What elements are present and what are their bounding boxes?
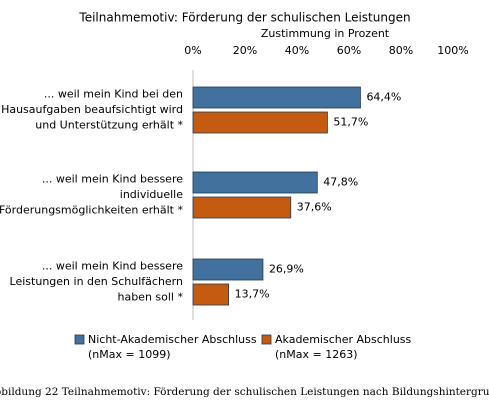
chart-title: Teilnahmemotiv: Förderung der schulische… xyxy=(78,11,410,25)
category-label: Leistungen in den Schulfächern xyxy=(10,275,183,288)
x-tick-label: 20% xyxy=(233,44,257,57)
value-label: 64,4% xyxy=(366,91,401,104)
legend-label: Nicht-Akademischer Abschluss xyxy=(88,333,257,346)
value-label: 13,7% xyxy=(235,288,270,301)
value-label: 47,8% xyxy=(323,176,358,189)
x-tick-label: 60% xyxy=(337,44,361,57)
bar xyxy=(192,86,361,109)
caption: Abbildung 22 Teilnahmemotiv: Förderung d… xyxy=(0,386,489,398)
legend-note: (nMax = 1263) xyxy=(275,348,358,361)
bar xyxy=(192,258,264,281)
bar xyxy=(192,196,292,219)
value-label: 51,7% xyxy=(333,116,368,129)
bar xyxy=(192,283,230,306)
category-label: und Unterstützung erhält * xyxy=(35,119,183,132)
x-tick-label: 0% xyxy=(184,44,201,57)
x-axis-label: Zustimmung in Prozent xyxy=(261,27,390,40)
value-label: 26,9% xyxy=(269,263,304,276)
legend-swatch xyxy=(261,334,272,345)
category-label: ... weil mein Kind bessere xyxy=(42,173,183,186)
category-label: Förderungsmöglichkeiten erhält * xyxy=(0,204,183,217)
legend-label: Akademischer Abschluss xyxy=(275,333,412,346)
legend-swatch xyxy=(74,334,85,345)
category-label: Hausaufgaben beaufsichtigt wird xyxy=(1,103,183,116)
category-label: ... weil mein Kind bei den xyxy=(44,88,183,101)
category-label: individuelle xyxy=(120,188,183,201)
category-label: ... weil mein Kind bessere xyxy=(42,260,183,273)
x-tick-label: 80% xyxy=(389,44,413,57)
bar xyxy=(192,171,318,194)
category-label: haben soll * xyxy=(117,291,183,304)
x-tick-label: 100% xyxy=(437,44,468,57)
x-tick-label: 40% xyxy=(285,44,309,57)
bar xyxy=(192,111,328,134)
value-label: 37,6% xyxy=(297,201,332,214)
legend-note: (nMax = 1099) xyxy=(88,348,171,361)
